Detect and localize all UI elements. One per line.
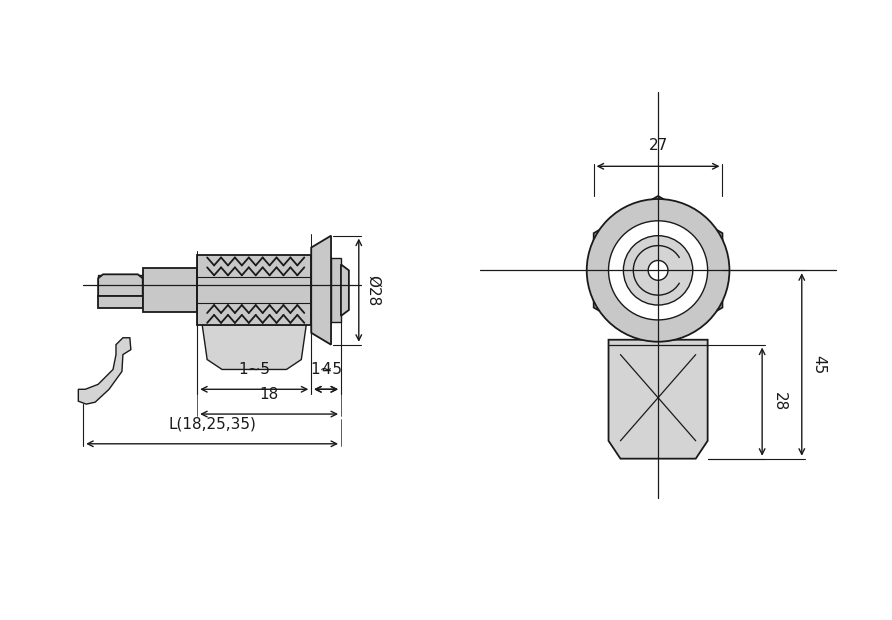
Polygon shape: [608, 340, 707, 459]
Polygon shape: [331, 259, 341, 322]
Text: 1~5: 1~5: [310, 363, 343, 378]
Text: 4: 4: [321, 363, 331, 378]
Polygon shape: [311, 236, 331, 345]
Polygon shape: [202, 325, 306, 370]
Ellipse shape: [587, 199, 730, 342]
Text: 18: 18: [260, 387, 278, 402]
Text: 27: 27: [648, 138, 668, 153]
Text: 28: 28: [772, 392, 787, 411]
Polygon shape: [98, 274, 143, 296]
Polygon shape: [98, 275, 143, 305]
Text: Ø28: Ø28: [366, 275, 381, 306]
Ellipse shape: [608, 221, 707, 320]
Ellipse shape: [624, 236, 693, 305]
Polygon shape: [341, 264, 349, 316]
Polygon shape: [594, 196, 723, 345]
Text: 45: 45: [812, 355, 827, 374]
Text: 1~5: 1~5: [238, 363, 270, 378]
Polygon shape: [78, 338, 131, 404]
Polygon shape: [197, 255, 311, 325]
Polygon shape: [98, 296, 143, 308]
Circle shape: [648, 260, 668, 280]
Text: L(18,25,35): L(18,25,35): [169, 417, 256, 432]
Polygon shape: [143, 268, 197, 312]
